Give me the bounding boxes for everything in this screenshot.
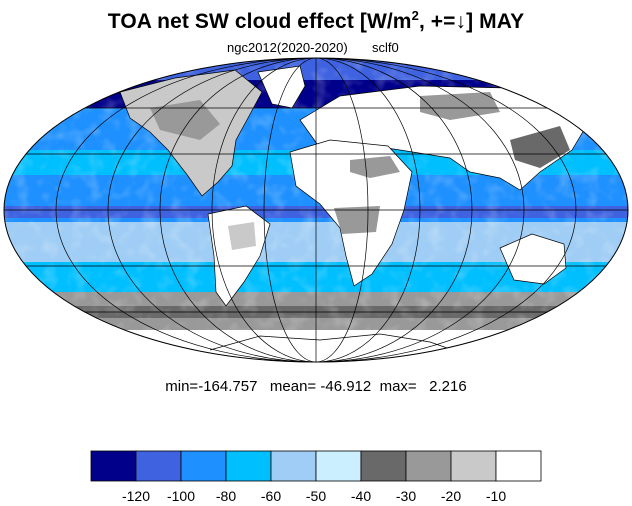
- colorbar-tick-label: -100: [167, 488, 195, 504]
- colorbar-tick-label: -120: [122, 488, 150, 504]
- patch-central-africa: [334, 206, 380, 234]
- land-greenland: [257, 65, 306, 109]
- meridian-line: [107, 58, 525, 362]
- colorbar-box: [495, 450, 542, 482]
- colorbar-tick-label: -50: [306, 488, 326, 504]
- land-australia: [499, 233, 567, 285]
- subtitle-case: ngc2012(2020-2020): [227, 40, 348, 55]
- patch-north-america: [150, 100, 220, 140]
- colorbar-box: [270, 450, 317, 482]
- colorbar-box: [450, 450, 497, 482]
- meridian-line: [263, 58, 369, 362]
- meridian-line: [211, 58, 421, 362]
- title-superscript: 2: [411, 8, 419, 23]
- patch-sahara: [350, 156, 400, 178]
- colorbar-box: [225, 450, 272, 482]
- patch-amazon: [228, 222, 256, 250]
- colorbar-boxes: [90, 450, 542, 482]
- colorbar-tick-label: -80: [216, 488, 236, 504]
- map-border: [3, 57, 629, 363]
- graticule: [4, 58, 628, 362]
- title-rest: , +=↓] MAY: [418, 10, 525, 33]
- colorbar-box: [135, 450, 182, 482]
- colorbar-tick-label: -20: [441, 488, 461, 504]
- colorbar-box: [90, 450, 137, 482]
- patch-siberia: [420, 92, 500, 120]
- subtitle-variable: sclf0: [372, 40, 399, 55]
- meridian-line: [55, 58, 577, 362]
- colorbar-box: [360, 450, 407, 482]
- colorbar-tick-label: -40: [351, 488, 371, 504]
- colorbar-tick-label: -10: [486, 488, 506, 504]
- colorbar-tick-label: -30: [396, 488, 416, 504]
- meridian-line: [159, 58, 473, 362]
- colorbar-tick-label: -60: [261, 488, 281, 504]
- colorbar-box: [315, 450, 362, 482]
- patch-east-asia: [510, 126, 570, 168]
- colorbar-box: [180, 450, 227, 482]
- title-main: TOA net SW cloud effect [W/m: [107, 10, 412, 33]
- colorbar-labels: -120 -100 -80 -60 -50 -40 -30 -20 -10: [122, 488, 506, 504]
- plot-title: TOA net SW cloud effect [W/m2, +=↓] MAY: [0, 8, 632, 34]
- colorbar-box: [405, 450, 452, 482]
- field-statistics: min=-164.757 mean= -46.912 max= 2.216: [165, 378, 467, 395]
